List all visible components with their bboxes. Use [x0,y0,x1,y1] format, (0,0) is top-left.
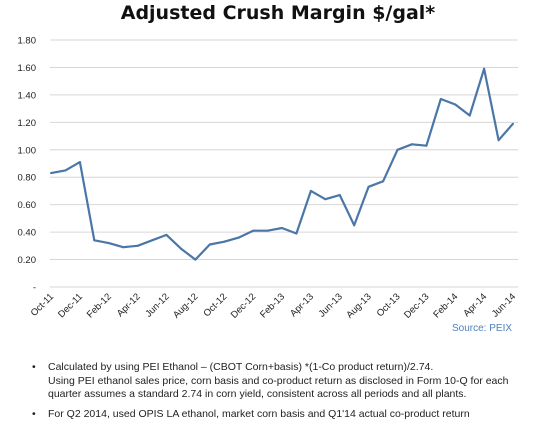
x-tick-label: Aug-13 [344,291,373,320]
bullet-icon: • [32,407,36,420]
x-tick-label: Jun-13 [317,291,345,319]
y-tick-label: 0.20 [18,255,37,266]
y-tick-label: - [33,283,36,294]
x-tick-label: Oct-12 [201,291,229,319]
x-tick-label: Feb-12 [85,291,114,320]
data-point [512,122,514,125]
data-point [165,233,168,236]
x-tick-label: Oct-11 [29,291,56,318]
x-tick-label: Aug-12 [171,291,200,320]
data-point [324,198,327,201]
data-point [439,98,442,100]
y-tick-label: 1.40 [18,90,37,101]
data-point [382,180,385,183]
data-point [353,224,356,227]
x-tick-label: Apr-14 [461,291,489,319]
y-axis-ticks: - 0.20 0.40 0.60 0.80 1.00 1.20 1.40 1.60 1.80 [18,36,37,294]
data-point [266,229,269,232]
y-tick-label: 1.20 [18,118,37,129]
x-tick-label: Jun-14 [490,291,518,319]
data-point [78,161,81,164]
y-tick-label: 1.80 [18,36,37,47]
data-point [367,185,370,188]
x-tick-label: Jun-12 [143,291,171,319]
data-point [410,143,413,146]
bullet-icon: • [32,361,36,373]
data-point [194,258,197,261]
x-tick-label: Dec-11 [56,291,85,320]
data-point [338,194,341,197]
footnote-1: • Calculated by using PEI Ethanol – (CBO… [32,361,547,402]
x-tick-label: Dec-13 [402,291,431,320]
x-tick-label: Dec-12 [229,291,258,320]
series-layer [50,67,514,261]
footnote-line: Using PEI ethanol sales price, corn basi… [48,374,509,387]
data-point [122,246,125,249]
data-point [179,247,182,250]
series-line [50,67,514,261]
data-point [208,243,211,246]
y-tick-label: 0.80 [18,173,37,184]
x-tick-label: Apr-12 [115,291,143,319]
y-tick-label: 0.40 [18,228,37,239]
footnotes: • Calculated by using PEI Ethanol – (CBO… [32,361,547,427]
data-point [295,232,298,235]
data-point [223,240,226,243]
data-point [281,227,283,229]
data-point [309,189,312,192]
gridlines [50,39,518,288]
x-tick-label: Apr-13 [288,291,316,319]
data-point [50,172,52,175]
y-tick-label: 1.60 [18,63,37,74]
data-point [454,103,457,106]
data-point [237,236,240,239]
data-point [468,114,471,117]
data-point [252,229,255,232]
data-point [396,148,399,151]
footnote-line: quarter assumes a standard 2.74 in corn … [48,388,467,400]
data-point [93,239,96,242]
data-point [483,67,486,70]
y-tick-label: 0.60 [18,200,37,211]
x-tick-label: Oct-13 [375,291,403,319]
data-point [64,169,67,172]
data-point [136,244,139,247]
footnote-2: • For Q2 2014, used OPIS LA ethanol, mar… [32,408,547,422]
chart-title: Adjusted Crush Margin $/gal* [120,2,436,24]
x-axis-ticks: Oct-11 Dec-11 Feb-12 Apr-12 Jun-12 Aug-12 Oct-… [29,291,518,320]
footnote-line: For Q2 2014, used OPIS LA ethanol, marke… [48,407,470,420]
source-note: Source: PEIX [452,323,513,334]
data-point [151,239,154,242]
y-tick-label: 1.00 [18,145,37,156]
data-point [107,242,110,245]
data-point [425,144,428,147]
x-tick-label: Feb-13 [258,291,287,320]
footnote-line: Calculated by using PEI Ethanol – (CBOT … [48,361,434,373]
x-tick-label: Feb-14 [431,291,460,320]
data-point [497,139,500,142]
